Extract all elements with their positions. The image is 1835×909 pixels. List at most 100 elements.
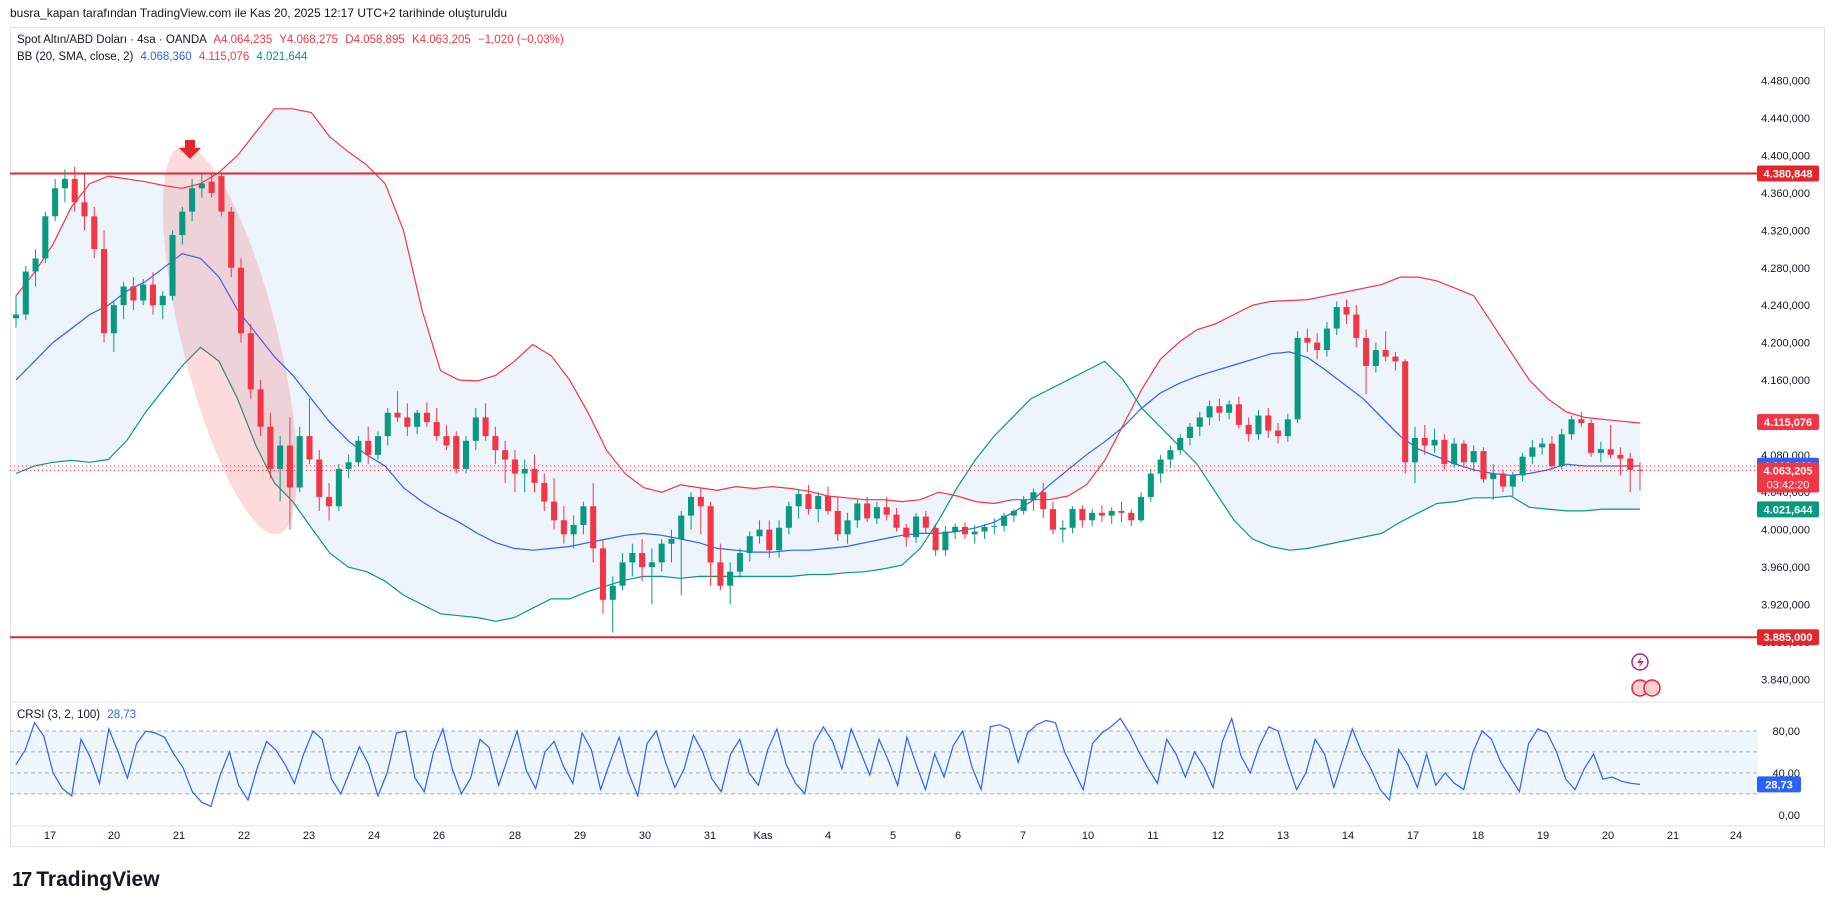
candle-body — [169, 235, 176, 296]
time-tick-label: 21 — [1667, 830, 1679, 842]
crsi-band-fill — [10, 730, 1758, 794]
candle-body — [71, 178, 78, 203]
candle-body — [1020, 499, 1027, 511]
candle-body — [257, 389, 264, 427]
time-tick-label: 18 — [1472, 830, 1484, 842]
candle-body — [101, 249, 108, 334]
high-value: Y4.068,275 — [279, 34, 339, 46]
low-value: D4.058,895 — [345, 34, 405, 46]
decline-highlight — [162, 145, 298, 535]
candle-body — [1392, 356, 1399, 362]
candle-body — [1098, 512, 1105, 516]
price-tick-label: 4.000,000 — [1761, 525, 1810, 537]
time-tick-label: 23 — [303, 830, 315, 842]
bb-lower-value: 4.021,644 — [256, 51, 308, 63]
support-price-label-bg — [1757, 629, 1819, 646]
bb-label: BB (20, SMA, close, 2) — [17, 51, 134, 63]
time-tick-label: 10 — [1082, 830, 1094, 842]
candle-body — [1265, 415, 1272, 431]
candle-body — [873, 507, 880, 519]
price-tick-label: 4.400,000 — [1761, 151, 1810, 163]
candle-body — [511, 459, 518, 474]
price-tick-label: 4.320,000 — [1761, 225, 1810, 237]
time-tick-label: 11 — [1147, 830, 1158, 842]
candle-body — [1030, 492, 1037, 500]
bb-basis-value: 4.068,360 — [140, 51, 192, 63]
candle-body — [991, 525, 998, 527]
time-tick-label: 26 — [433, 830, 445, 842]
candle-body — [1186, 426, 1194, 438]
time-tick-label: 24 — [368, 830, 380, 842]
tradingview-logo[interactable]: 17 TradingView — [12, 868, 160, 892]
lightning-icon — [1631, 653, 1649, 671]
candle-body — [1304, 337, 1311, 343]
candle-body — [815, 495, 822, 510]
time-tick-label: 24 — [1730, 830, 1742, 842]
candle-body — [521, 468, 528, 474]
candle-body — [1079, 509, 1086, 521]
candle-body — [384, 412, 391, 437]
close-value: K4.063,205 — [411, 34, 471, 46]
candle-body — [1040, 492, 1047, 510]
candle-body — [267, 426, 274, 469]
candle-body — [570, 524, 577, 535]
candle-body — [1314, 342, 1321, 351]
candle-body — [326, 496, 333, 507]
candle-body — [453, 436, 460, 469]
candle-body — [81, 202, 88, 217]
candle-body — [1382, 350, 1389, 357]
candle-body — [208, 181, 215, 193]
candle-body — [795, 494, 802, 507]
tradingview-mark-icon: 17 — [12, 868, 32, 891]
resistance-price-label: 4.380,848 — [1764, 168, 1813, 180]
chart-frame — [10, 27, 1825, 847]
time-tick-label: 17 — [1407, 830, 1419, 842]
time-tick-label: Kas — [754, 830, 773, 842]
candle-body — [1597, 449, 1604, 453]
candle-body — [717, 562, 724, 586]
support-price-label: 3.885,000 — [1764, 632, 1813, 644]
candle-body — [218, 176, 225, 212]
time-tick-label: 22 — [238, 830, 250, 842]
candle-body — [1519, 456, 1526, 476]
candle-body — [1089, 512, 1096, 521]
candle-body — [443, 436, 450, 446]
candle-body — [306, 436, 313, 460]
flag-us-icon-2 — [1643, 679, 1661, 697]
resistance-price-label-bg — [1757, 165, 1819, 182]
candle-body — [61, 178, 68, 189]
symbol-legend: Spot Altın/ABD Doları · 4sa · OANDA A4.0… — [17, 34, 568, 46]
bb-legend: BB (20, SMA, close, 2) 4.068,360 4.115,0… — [17, 51, 312, 63]
candle-body — [844, 520, 851, 535]
candle-body — [658, 543, 665, 563]
candle-body — [394, 412, 401, 418]
candle-body — [1490, 473, 1497, 480]
time-tick-label: 19 — [1537, 830, 1549, 842]
candle-body — [746, 536, 753, 554]
candle-body — [1235, 404, 1242, 425]
time-tick-label: 28 — [509, 830, 521, 842]
candle-body — [981, 526, 988, 532]
time-tick-label: 12 — [1212, 830, 1224, 842]
candle-body — [1294, 337, 1301, 420]
candle-body — [345, 462, 352, 469]
price-tick-label: 4.440,000 — [1761, 113, 1810, 125]
candle-body — [932, 527, 939, 551]
candle-body — [1255, 415, 1262, 435]
bb-lower-price-label-bg — [1757, 501, 1819, 518]
time-tick-label: 20 — [108, 830, 120, 842]
time-tick-label: 5 — [890, 830, 896, 842]
candle-body — [1529, 447, 1536, 457]
candle-body — [1480, 451, 1487, 480]
candle-body — [619, 562, 626, 586]
candle-body — [1588, 423, 1595, 453]
time-tick-label: 7 — [1020, 830, 1026, 842]
candle-body — [922, 516, 929, 528]
candle-body — [599, 548, 607, 600]
price-tick-label: 4.160,000 — [1761, 375, 1810, 387]
price-tick-label: 4.280,000 — [1761, 263, 1810, 275]
symbol-title: Spot Altın/ABD Doları · 4sa · OANDA — [17, 34, 207, 46]
candle-body — [1245, 424, 1252, 435]
candle-body — [1206, 406, 1213, 418]
